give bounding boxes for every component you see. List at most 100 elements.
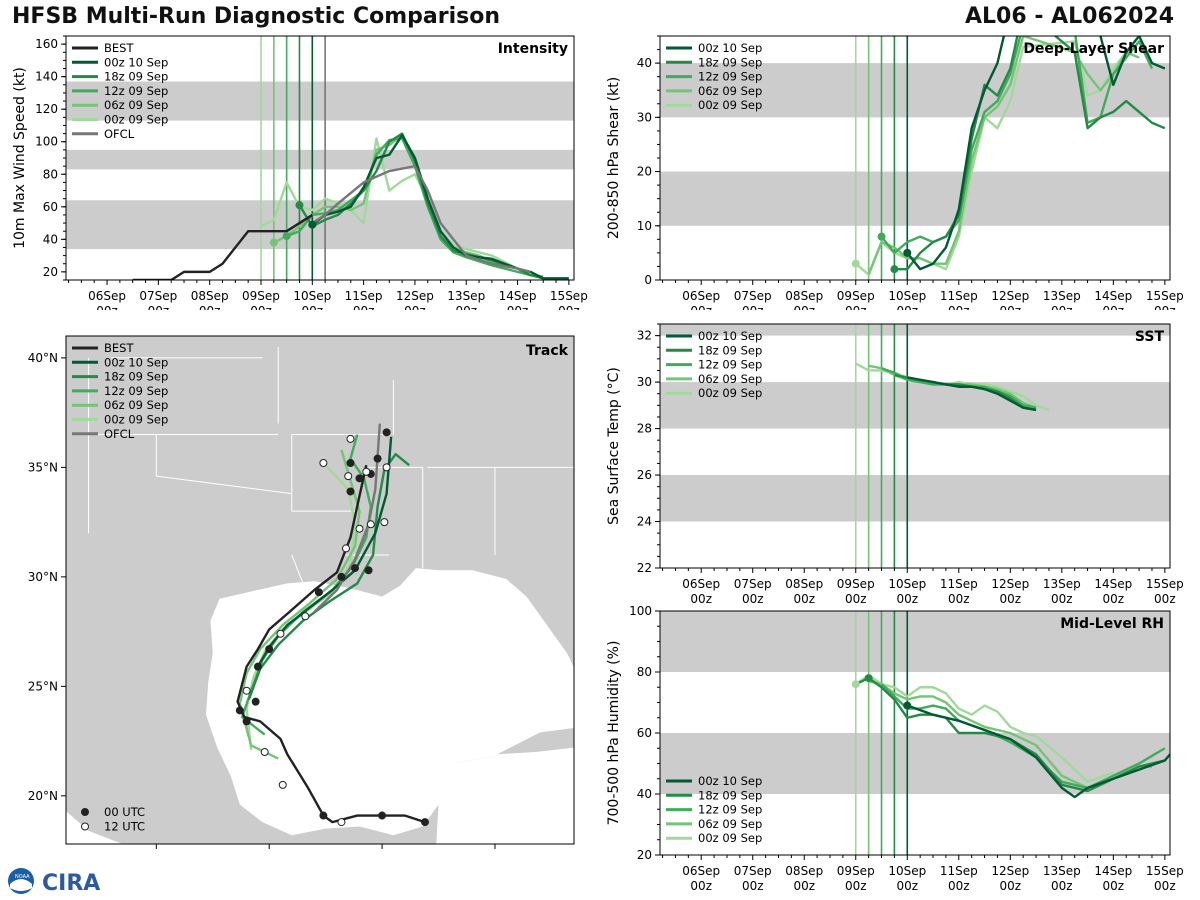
x-tick-label-line: 00z xyxy=(199,304,221,310)
fix-12utc-marker xyxy=(362,467,371,476)
init-marker xyxy=(851,680,860,689)
y-axis-label: Sea Surface Temp (°C) xyxy=(606,367,622,525)
threshold-band xyxy=(660,733,1170,794)
x-tick-label-line: 00z xyxy=(690,592,712,606)
x-tick-label-line: 00z xyxy=(302,304,324,310)
fix-12utc-marker xyxy=(260,748,269,757)
y-tick-label: 0 xyxy=(644,273,652,287)
init-marker xyxy=(282,232,291,241)
state-border xyxy=(156,475,292,495)
legend-label: 12z 09 Sep xyxy=(104,84,168,98)
x-tick-label-line: 06Sep xyxy=(682,577,720,591)
fix-12utc-marker xyxy=(276,629,285,638)
fix-12utc-marker xyxy=(355,524,364,533)
x-tick-label-line: 00z xyxy=(1154,592,1176,606)
x-tick-label-line: 13Sep xyxy=(1043,864,1081,878)
x-tick-label-line: 00z xyxy=(1051,879,1073,893)
fix-00utc-marker xyxy=(253,662,262,671)
lat-tick-label: 35°N xyxy=(28,460,58,474)
y-tick-label: 20 xyxy=(43,265,58,279)
fix-00utc-marker xyxy=(364,566,373,575)
legend-label: 06z 09 Sep xyxy=(698,84,762,98)
caribbean-water xyxy=(436,695,574,844)
legend-label: BEST xyxy=(104,41,134,55)
x-tick-label-line: 15Sep xyxy=(1146,577,1184,591)
x-tick-label-line: 00z xyxy=(1103,879,1125,893)
x-tick-label-line: 11Sep xyxy=(345,289,383,303)
threshold-band xyxy=(660,324,1170,336)
x-tick-label-line: 00z xyxy=(845,879,867,893)
panel-title: Mid-Level RH xyxy=(1060,616,1164,632)
fix-00utc-marker xyxy=(242,717,251,726)
fix-00utc-marker xyxy=(373,454,382,463)
fix-00utc-marker xyxy=(314,588,323,597)
x-tick-label-line: 08Sep xyxy=(785,289,823,303)
cuba-land xyxy=(497,727,574,755)
x-tick-label-line: 00z xyxy=(690,304,712,310)
noaa-wave-icon xyxy=(10,879,32,891)
y-tick-label: 60 xyxy=(637,726,652,740)
fix-00utc-marker xyxy=(420,818,429,827)
cira-text: CIRA xyxy=(42,871,100,896)
legend-label: 00z 10 Sep xyxy=(104,55,168,69)
fix-00utc-marker xyxy=(346,459,355,467)
init-marker xyxy=(877,232,886,241)
panel-title: Intensity xyxy=(498,41,568,57)
x-tick-label-line: 13Sep xyxy=(1043,577,1081,591)
plot-area xyxy=(660,324,1170,568)
legend-12utc-marker xyxy=(81,822,89,831)
x-tick-label-line: 14Sep xyxy=(1094,289,1132,303)
legend-label: 00z 09 Sep xyxy=(698,386,762,400)
x-tick-label-line: 08Sep xyxy=(785,577,823,591)
x-tick-label-line: 07Sep xyxy=(139,289,177,303)
threshold-band xyxy=(660,382,1170,429)
series-line xyxy=(132,213,313,280)
y-tick-label: 60 xyxy=(43,200,58,214)
legend-label: BEST xyxy=(104,341,134,355)
init-marker xyxy=(308,220,317,229)
x-tick-label-line: 10Sep xyxy=(293,289,331,303)
x-tick-label-line: 10Sep xyxy=(888,289,926,303)
x-tick-label-line: 00z xyxy=(948,879,970,893)
fix-12utc-marker xyxy=(337,818,346,827)
x-tick-label-line: 00z xyxy=(353,304,375,310)
x-tick-label-line: 00z xyxy=(845,592,867,606)
logo: NOAA CIRA xyxy=(6,866,116,896)
x-tick-label-line: 00z xyxy=(1154,879,1176,893)
init-marker xyxy=(890,265,899,274)
x-tick-label-line: 00z xyxy=(742,592,764,606)
x-tick-label-line: 08Sep xyxy=(191,289,229,303)
fix-12utc-marker xyxy=(380,518,389,527)
fix-12utc-marker xyxy=(301,612,310,621)
y-tick-label: 20 xyxy=(637,165,652,179)
lat-tick-label: 20°N xyxy=(28,789,58,803)
y-tick-label: 30 xyxy=(637,375,652,389)
fix-12utc-marker xyxy=(341,544,350,553)
y-tick-label: 26 xyxy=(637,468,652,482)
y-tick-label: 80 xyxy=(43,167,58,181)
threshold-band xyxy=(660,475,1170,522)
init-marker xyxy=(851,259,860,268)
x-tick-label-line: 00z xyxy=(96,304,118,310)
y-tick-label: 32 xyxy=(637,329,652,343)
legend-label: 00z 10 Sep xyxy=(698,41,762,55)
fix-12utc-marker xyxy=(278,780,287,789)
storm-id: AL06 - AL062024 xyxy=(965,4,1174,29)
legend-label: 18z 09 Sep xyxy=(698,788,762,802)
legend-label: 00z 09 Sep xyxy=(104,413,168,427)
